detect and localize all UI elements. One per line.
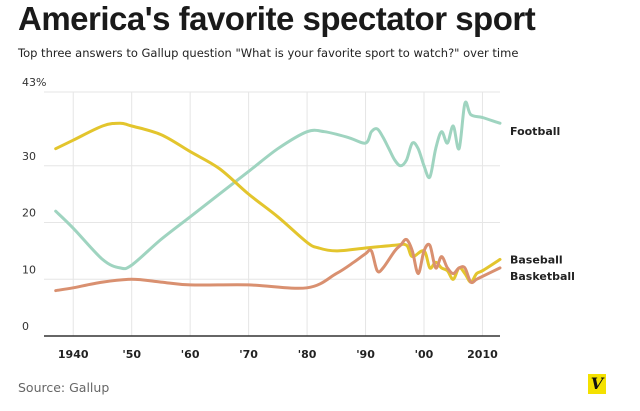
y-tick-label: 10 bbox=[22, 263, 36, 276]
x-tick-label: '50 bbox=[122, 348, 141, 361]
source-note: Source: Gallup bbox=[18, 380, 110, 395]
y-tick-label: 43% bbox=[22, 76, 46, 89]
football-series-label: Football bbox=[510, 125, 560, 138]
x-tick-label: '60 bbox=[181, 348, 200, 361]
x-tick-label: '70 bbox=[239, 348, 258, 361]
x-tick-label: 2010 bbox=[467, 348, 498, 361]
vox-logo: V bbox=[588, 374, 606, 394]
y-tick-label: 30 bbox=[22, 150, 36, 163]
chart-subtitle: Top three answers to Gallup question "Wh… bbox=[18, 46, 519, 60]
chart-title: America's favorite spectator sport bbox=[18, 0, 536, 37]
x-tick-label: '00 bbox=[415, 348, 434, 361]
x-tick-label: 1940 bbox=[58, 348, 89, 361]
y-tick-label: 20 bbox=[22, 207, 36, 220]
x-tick-label: '90 bbox=[356, 348, 375, 361]
baseball-series-label: Baseball bbox=[510, 253, 563, 266]
y-tick-label: 0 bbox=[22, 320, 29, 333]
x-tick-label: '80 bbox=[298, 348, 317, 361]
basketball-line bbox=[54, 237, 502, 293]
basketball-series-label: Basketball bbox=[510, 270, 575, 283]
football-line bbox=[54, 100, 502, 271]
